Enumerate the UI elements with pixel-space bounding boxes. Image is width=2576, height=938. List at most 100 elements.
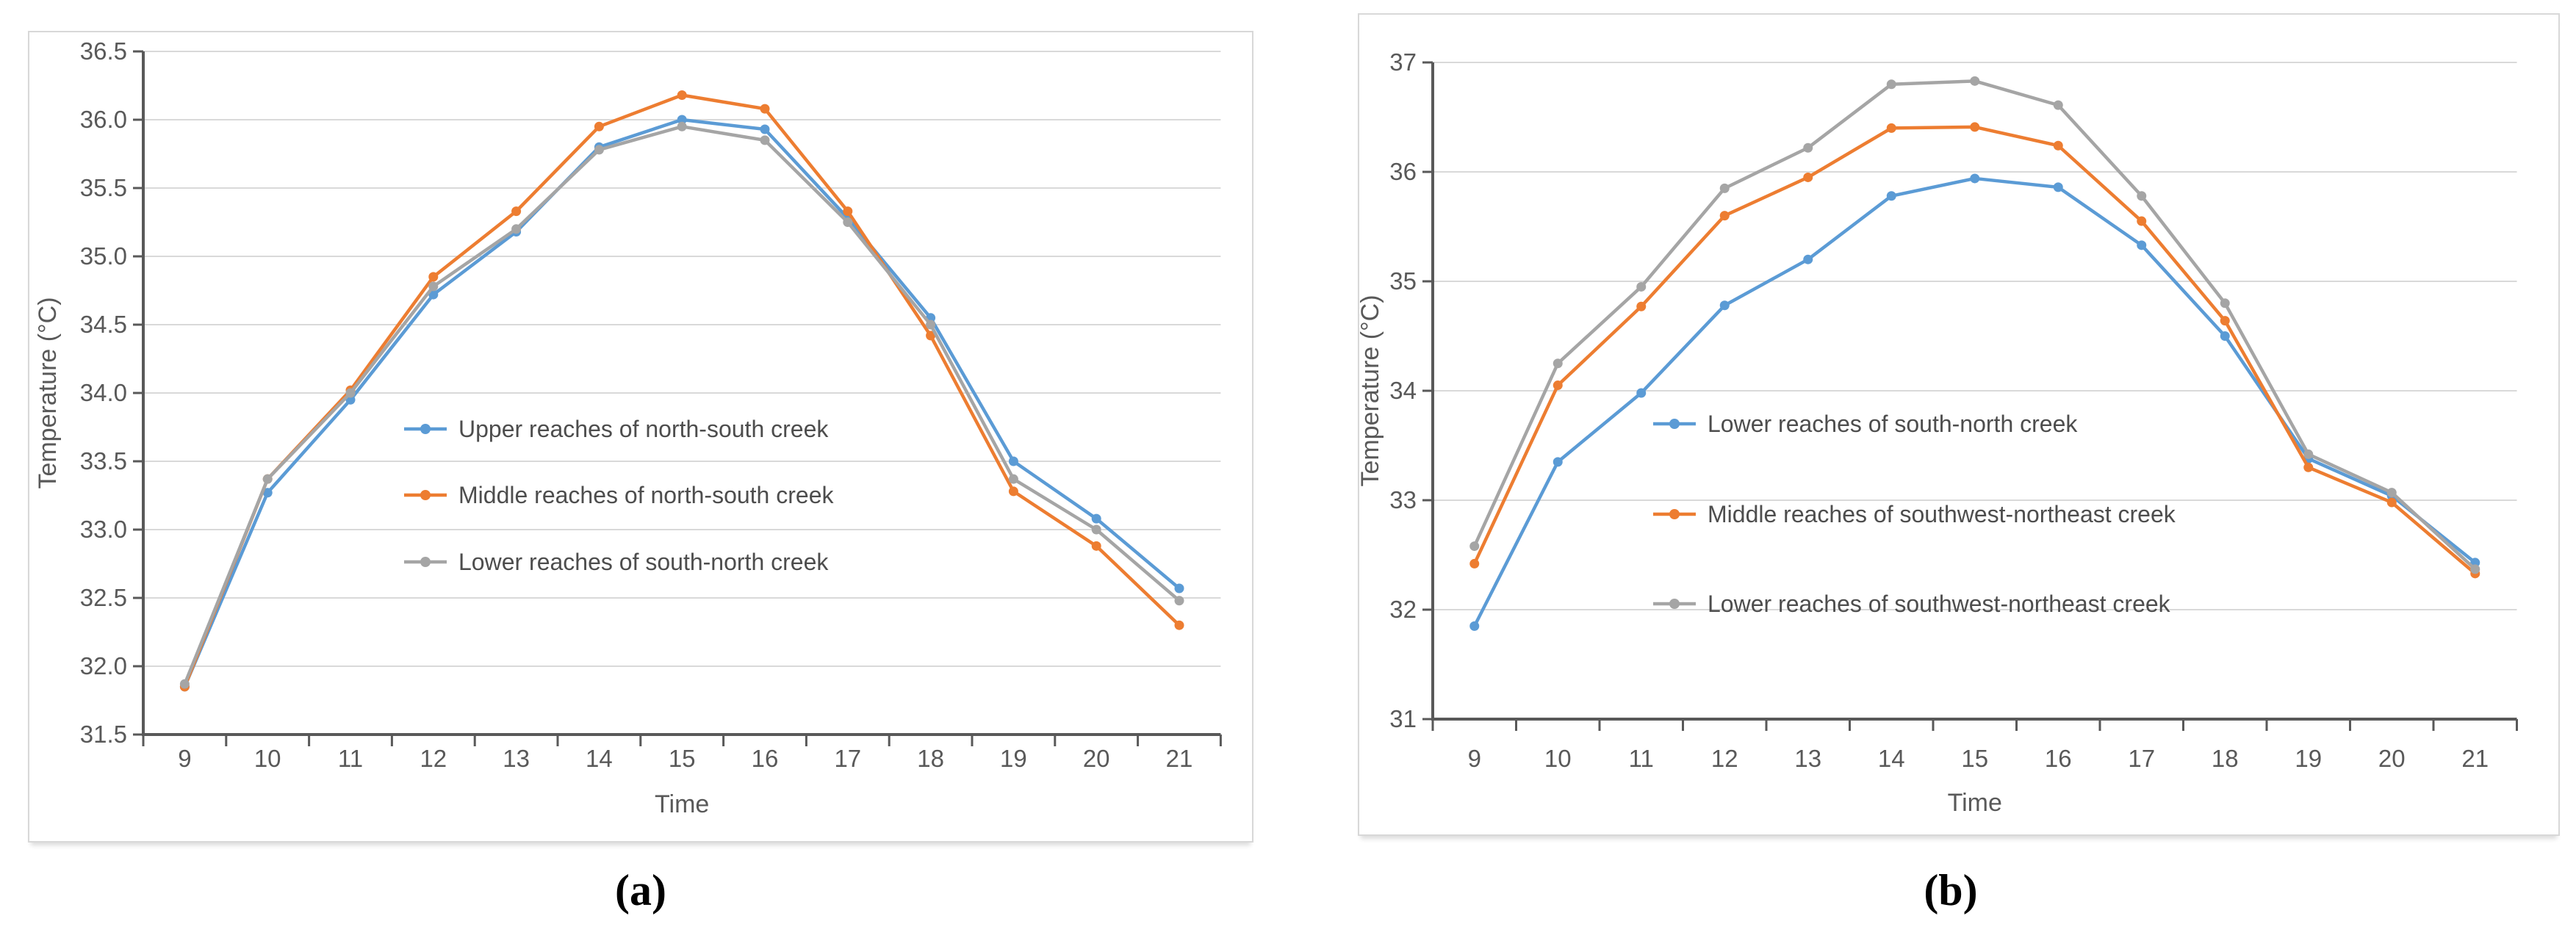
series-marker-lower-reaches-of-south-north-creek-x15 (677, 121, 687, 131)
line-chart-b: 37 36 35 34 33 32 31 9 10 11 12 13 14 15 16 17 18 19 20 21 T… (1359, 48, 2518, 817)
y-tick-label-35.0: 35.0 (80, 242, 127, 270)
series-marker-middle-reaches-of-southwest-northeast-creek-x18 (2220, 316, 2230, 326)
x-tick-label-12: 12 (420, 745, 447, 772)
series-line-lower-reaches-of-southwest-northeast-creek (1472, 79, 2477, 571)
series-marker-middle-reaches-of-southwest-northeast-creek-x15 (1970, 122, 1980, 132)
series-marker-lower-reaches-of-south-north-creek-x10 (262, 474, 273, 484)
y-tick-label-36.5: 36.5 (80, 37, 127, 65)
series-marker-middle-reaches-of-north-south-creek-x12 (428, 272, 439, 282)
series-line-lower-reaches-of-south-north-creek (183, 125, 1181, 686)
x-tick-label-14: 14 (586, 745, 613, 772)
series-marker-middle-reaches-of-southwest-northeast-creek-x17 (2137, 216, 2147, 226)
series-line-lower-reaches-of-south-north-creek (1472, 176, 2477, 628)
series-marker-lower-reaches-of-southwest-northeast-creek-x12 (1719, 183, 1730, 193)
legend-label-lower-reaches-of-south-north-creek: Lower reaches of south-north creek (1708, 411, 2078, 437)
x-axis-title: Time (1948, 789, 2002, 817)
x-tick-label-21: 21 (1166, 745, 1193, 772)
x-tick-label-15: 15 (1961, 745, 1988, 772)
series-marker-lower-reaches-of-south-north-creek-x14 (594, 145, 604, 155)
x-tick-label-20: 20 (2378, 745, 2406, 772)
y-tick-label-34.5: 34.5 (80, 311, 127, 338)
x-tick-label-14: 14 (1878, 745, 1905, 772)
series-marker-lower-reaches-of-south-north-creek-x20 (1091, 524, 1101, 535)
series-marker-upper-reaches-of-north-south-creek-x16 (760, 124, 770, 134)
x-tick-label-11: 11 (338, 745, 363, 772)
y-tick-label-33: 33 (1389, 486, 1417, 513)
series-marker-middle-reaches-of-southwest-northeast-creek-x10 (1553, 380, 1563, 391)
y-tick-label-31.5: 31.5 (80, 721, 127, 748)
series-marker-middle-reaches-of-southwest-northeast-creek-x9 (1469, 558, 1480, 569)
series-marker-middle-reaches-of-north-south-creek-x19 (1008, 486, 1018, 497)
legend-marker-middle-reaches-of-southwest-northeast-creek (1669, 509, 1680, 519)
x-tick-label-12: 12 (1711, 745, 1738, 772)
series-marker-lower-reaches-of-south-north-creek-x14 (1886, 191, 1896, 201)
series-marker-lower-reaches-of-south-north-creek-x17 (843, 217, 853, 227)
x-tick-label-19: 19 (2295, 745, 2322, 772)
y-tick-label-37: 37 (1389, 48, 1417, 76)
series-marker-lower-reaches-of-south-north-creek-x12 (1719, 300, 1730, 311)
series-marker-lower-reaches-of-southwest-northeast-creek-x21 (2470, 564, 2480, 574)
chart-panel-a: 36.5 36.0 35.5 35.0 34.5 34.0 33.5 33.0 32.5 32.0… (28, 31, 1253, 843)
series-marker-middle-reaches-of-southwest-northeast-creek-x12 (1719, 211, 1730, 221)
series-marker-upper-reaches-of-north-south-creek-x12 (428, 289, 439, 300)
series-marker-upper-reaches-of-north-south-creek-x19 (1008, 456, 1018, 466)
y-tick-label-33.0: 33.0 (80, 516, 127, 543)
y-tick-label-34.0: 34.0 (80, 379, 127, 406)
series-marker-lower-reaches-of-south-north-creek-x12 (428, 281, 439, 292)
y-axis-title: Temperature (°C) (1359, 295, 1384, 486)
series-marker-middle-reaches-of-southwest-northeast-creek-x19 (2303, 462, 2314, 472)
series-marker-middle-reaches-of-southwest-northeast-creek-x20 (2386, 497, 2397, 508)
x-tick-label-10: 10 (1544, 745, 1572, 772)
series-marker-lower-reaches-of-southwest-northeast-creek-x14 (1886, 79, 1896, 90)
series-marker-middle-reaches-of-north-south-creek-x17 (843, 206, 853, 217)
series-marker-lower-reaches-of-south-north-creek-x13 (1803, 254, 1813, 264)
x-tick-label-18: 18 (2212, 745, 2239, 772)
y-tick-label-32.0: 32.0 (80, 652, 127, 679)
x-tick-label-17: 17 (2128, 745, 2155, 772)
x-tick-label-9: 9 (1468, 745, 1481, 772)
x-tick-label-9: 9 (178, 745, 191, 772)
series-marker-lower-reaches-of-southwest-northeast-creek-x16 (2053, 100, 2063, 110)
x-tick-label-10: 10 (254, 745, 281, 772)
legend-label-lower-reaches-of-southwest-northeast-creek: Lower reaches of southwest-northeast cre… (1708, 591, 2171, 617)
series-marker-lower-reaches-of-south-north-creek-x19 (1008, 474, 1018, 484)
series-marker-lower-reaches-of-south-north-creek-x16 (2053, 182, 2063, 192)
x-tick-label-15: 15 (669, 745, 696, 772)
caption-b: (b) (1924, 866, 1978, 914)
series-marker-upper-reaches-of-north-south-creek-x21 (1174, 583, 1184, 594)
legend-marker-upper-reaches-of-north-south-creek (420, 424, 431, 434)
series-marker-lower-reaches-of-southwest-northeast-creek-x17 (2137, 191, 2147, 201)
legend-label-lower-reaches-of-south-north-creek: Lower reaches of south-north creek (458, 549, 829, 575)
series-marker-lower-reaches-of-southwest-northeast-creek-x10 (1553, 358, 1563, 369)
series-marker-upper-reaches-of-north-south-creek-x20 (1091, 513, 1101, 524)
y-axis-title: Temperature (°C) (34, 297, 62, 488)
series-marker-middle-reaches-of-southwest-northeast-creek-x16 (2053, 140, 2063, 151)
caption-a: (a) (615, 866, 666, 914)
legend-marker-middle-reaches-of-north-south-creek (420, 490, 431, 500)
y-tick-label-36: 36 (1389, 158, 1417, 185)
series-marker-lower-reaches-of-southwest-northeast-creek-x18 (2220, 298, 2230, 309)
y-tick-label-34: 34 (1389, 377, 1417, 404)
y-tick-label-31: 31 (1389, 705, 1417, 732)
series-line-upper-reaches-of-north-south-creek (183, 118, 1181, 689)
series-marker-lower-reaches-of-south-north-creek-x15 (1970, 173, 1980, 184)
y-tick-label-35.5: 35.5 (80, 174, 127, 201)
series-marker-lower-reaches-of-south-north-creek-x21 (1174, 596, 1184, 606)
series-marker-lower-reaches-of-south-north-creek-x10 (1553, 457, 1563, 467)
y-tick-label-32.5: 32.5 (80, 584, 127, 611)
legend-marker-lower-reaches-of-south-north-creek (1669, 419, 1680, 429)
series-marker-lower-reaches-of-south-north-creek-x17 (2137, 240, 2147, 250)
series-marker-middle-reaches-of-north-south-creek-x13 (511, 206, 522, 217)
series-marker-middle-reaches-of-southwest-northeast-creek-x11 (1636, 301, 1647, 311)
y-tick-label-35: 35 (1389, 267, 1417, 295)
series-marker-lower-reaches-of-south-north-creek-x9 (179, 679, 190, 689)
series-marker-lower-reaches-of-southwest-northeast-creek-x19 (2303, 449, 2314, 459)
series-marker-lower-reaches-of-south-north-creek-x11 (345, 388, 356, 398)
x-tick-label-13: 13 (1794, 745, 1821, 772)
series-marker-middle-reaches-of-north-south-creek-x15 (677, 90, 687, 101)
series-marker-middle-reaches-of-north-south-creek-x16 (760, 104, 770, 114)
x-tick-label-11: 11 (1629, 745, 1654, 772)
x-tick-label-20: 20 (1083, 745, 1110, 772)
series-marker-lower-reaches-of-south-north-creek-x13 (511, 224, 522, 234)
series-marker-lower-reaches-of-southwest-northeast-creek-x11 (1636, 281, 1647, 292)
